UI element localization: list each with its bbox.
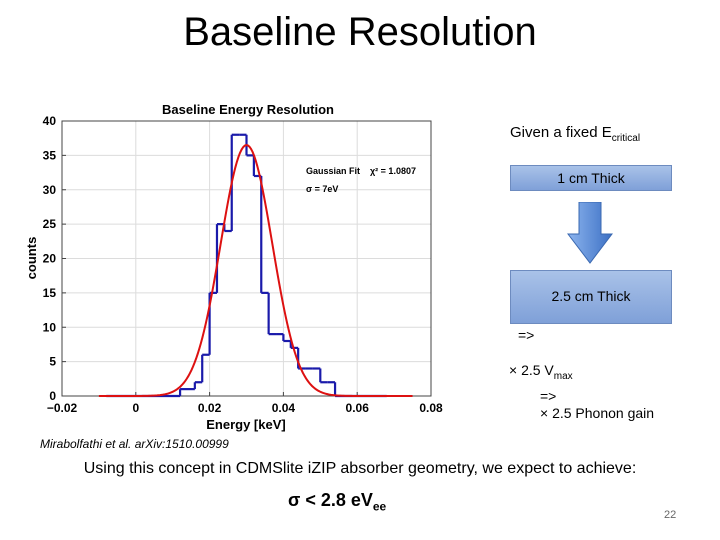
x-axis-label: Energy [keV] [206, 417, 285, 432]
slide-title: Baseline Resolution [183, 10, 537, 54]
y-axis-label: counts [24, 237, 39, 280]
y-tick-label: 30 [43, 183, 57, 197]
implies-arrow-1: => [518, 327, 535, 343]
x-tick-label: 0.08 [419, 401, 443, 415]
thickness-1cm-box: 1 cm Thick [510, 165, 672, 191]
citation: Mirabolfathi et al. arXiv:1510.00999 [40, 437, 229, 451]
x-tick-label: 0.02 [198, 401, 222, 415]
y-tick-label: 40 [43, 114, 57, 128]
y-tick-label: 20 [43, 252, 57, 266]
sigma-annotation: σ = 7eV [306, 184, 338, 194]
given-text: Given a fixed Ecritical [510, 124, 641, 144]
phonon-gain-factor: × 2.5 Phonon gain [540, 405, 655, 421]
x-tick-label: 0.04 [272, 401, 296, 415]
gaussian-fit-curve [98, 144, 413, 397]
page-number: 22 [664, 509, 677, 521]
implies-arrow-2: => [540, 388, 557, 404]
vmax-subscript: max [553, 370, 573, 382]
fit-annotation: Gaussian Fit [306, 166, 360, 176]
thickness-2-5cm-box: 2.5 cm Thick [510, 270, 672, 324]
x-tick-label: 0 [132, 401, 139, 415]
y-tick-label: 35 [43, 148, 57, 162]
y-tick-label: 15 [43, 286, 57, 300]
y-tick-label: 10 [43, 320, 57, 334]
concept-statement: Using this concept in CDMSlite iZIP abso… [83, 460, 637, 477]
vmax-factor: × 2.5 Vmax [509, 362, 573, 382]
given-subscript: critical [611, 133, 641, 144]
down-arrow-icon [567, 202, 613, 264]
x-tick-label: 0.06 [346, 401, 370, 415]
chart-title: Baseline Energy Resolution [162, 102, 334, 117]
y-tick-label: 5 [49, 355, 56, 369]
chi2-annotation: χ² = 1.0807 [370, 166, 416, 176]
x-tick-label: −0.02 [47, 401, 78, 415]
y-tick-label: 25 [43, 217, 57, 231]
result-subscript: ee [372, 499, 387, 514]
y-tick-label: 0 [49, 389, 56, 403]
resolution-result: σ < 2.8 eVee [288, 490, 387, 514]
